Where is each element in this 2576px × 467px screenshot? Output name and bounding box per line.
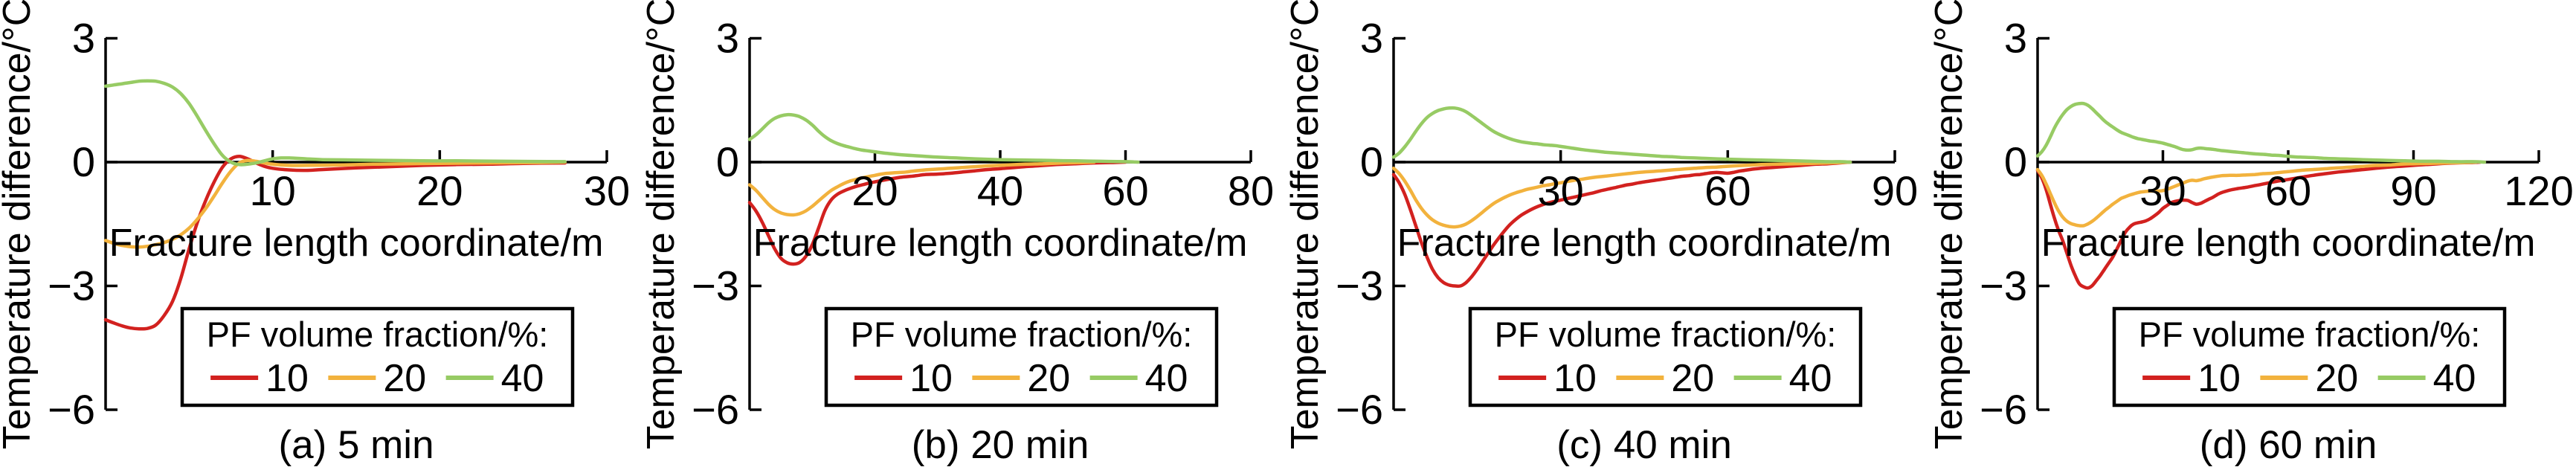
y-tick-label: −3 [48,263,95,309]
panel-a: 3 0 −3 −6 10 20 30 Fracture length coordinate/m… [0,0,644,467]
legend-box [180,306,575,408]
series-line-20 [1391,160,1852,229]
y-tick-label: 0 [72,138,95,185]
legend-title: PF volume fraction/%: [1495,315,1837,354]
x-tick-label: 60 [2265,167,2311,214]
panel-caption: (b) 20 min [911,423,1089,467]
panel-d: 3 0 −3 −6 30 60 90 120 Fracture length coordinat… [1932,0,2576,467]
legend-title: PF volume fraction/%: [2139,315,2481,354]
series-line-10 [1391,160,1852,289]
x-axis-title: Fracture length coordinate/m [109,222,604,265]
x-tick-label: 60 [1102,167,1148,214]
y-tick-label: 3 [2004,15,2027,62]
y-axis-title: Temperature difference/°C [1288,0,1327,449]
legend-label-40: 40 [1145,357,1188,400]
series-line-40 [747,112,1140,164]
x-tick-label: 90 [2390,167,2436,214]
y-axis-title: Temperature difference/°C [0,0,39,449]
series-line-40 [2035,101,2487,164]
y-tick-label: 0 [1360,138,1383,185]
legend-label-10: 10 [909,357,953,400]
panel-c: 3 0 −3 −6 30 60 90 Fracture length coordinate/m… [1288,0,1932,467]
series-line-10 [103,154,567,331]
y-tick-label: −3 [1336,263,1383,309]
x-tick-label: 20 [416,167,463,214]
series-line-20 [2035,160,2479,228]
legend-label-20: 20 [383,357,426,400]
legend-box [824,306,1219,408]
series-line-10 [747,160,1127,266]
x-tick-label: 30 [584,167,630,214]
y-tick-label: 0 [716,138,739,185]
panel-b: 3 0 −3 −6 20 40 60 80 Fracture length coordinate… [644,0,1288,467]
series-line-10 [2035,160,2482,290]
y-tick-label: 3 [1360,15,1383,62]
y-axis-title: Temperature difference/°C [644,0,683,449]
panel-caption: (a) 5 min [278,423,434,467]
legend-box [1468,306,1863,408]
x-axis-title: Fracture length coordinate/m [2041,222,2536,265]
y-axis-title: Temperature difference/°C [1932,0,1971,449]
x-tick-label: 90 [1872,167,1918,214]
x-tick-label: 80 [1228,167,1274,214]
y-tick-label: 0 [2004,138,2027,185]
x-axis-title: Fracture length coordinate/m [753,222,1248,265]
x-tick-label: 60 [1704,167,1751,214]
legend-label-20: 20 [1027,357,1070,400]
series-line-20 [103,158,567,249]
legend-label-10: 10 [1553,357,1597,400]
x-tick-label: 120 [2504,167,2573,214]
y-tick-label: −6 [1980,386,2027,433]
panel-caption: (c) 40 min [1556,423,1732,467]
legend-label-20: 20 [1671,357,1714,400]
x-tick-label: 30 [1538,167,1584,214]
y-tick-label: −6 [1336,386,1383,433]
legend-title: PF volume fraction/%: [851,315,1193,354]
series-line-20 [747,160,1096,217]
legend-label-40: 40 [1789,357,1832,400]
x-axis-title: Fracture length coordinate/m [1397,222,1892,265]
legend-box [2112,306,2507,408]
y-tick-label: −3 [1980,263,2027,309]
y-tick-label: −6 [48,386,95,433]
legend-label-40: 40 [501,357,544,400]
y-tick-label: 3 [72,15,95,62]
x-tick-label: 10 [250,167,296,214]
series-line-40 [1391,106,1852,164]
legend-label-40: 40 [2433,357,2476,400]
chart-canvas-b: 3 0 −3 −6 20 40 60 80 Fracture length coordinate… [644,0,1274,449]
legend-label-10: 10 [265,357,309,400]
legend-title: PF volume fraction/%: [207,315,549,354]
x-tick-label: 20 [851,167,898,214]
x-tick-label: 40 [977,167,1023,214]
legend-label-10: 10 [2197,357,2241,400]
series-line-40 [103,79,567,167]
y-tick-label: −6 [692,386,739,433]
y-tick-label: −3 [692,263,739,309]
panel-caption: (d) 60 min [2199,423,2377,467]
y-tick-label: 3 [716,15,739,62]
x-tick-label: 30 [2139,167,2186,214]
legend-label-20: 20 [2315,357,2358,400]
